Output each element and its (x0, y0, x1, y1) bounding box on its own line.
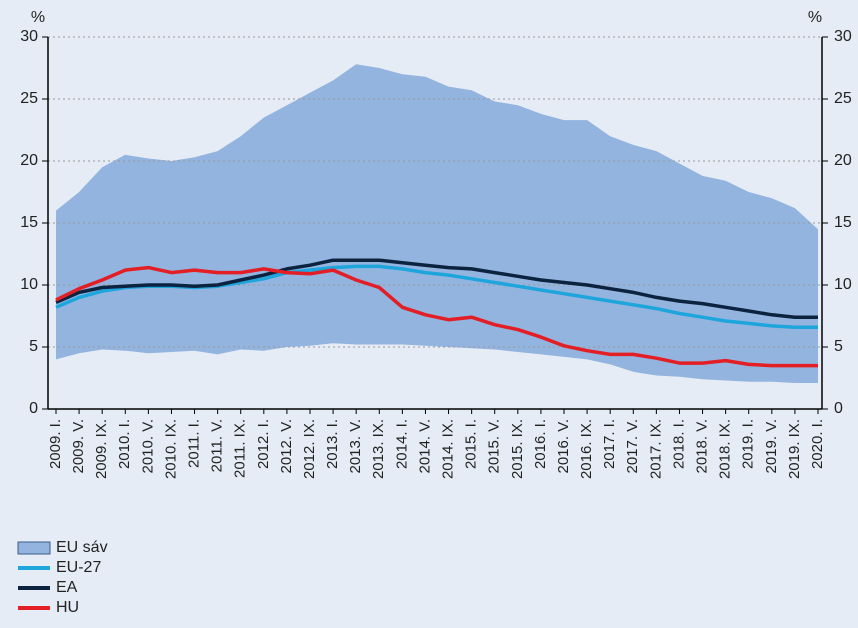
y2-tick-label: 30 (834, 28, 852, 45)
x-tick-label: 2016. IX. (578, 419, 595, 479)
y-tick-label: 30 (20, 28, 38, 45)
x-tick-label: 2019. IX. (786, 419, 803, 479)
y-tick-label: 20 (20, 152, 38, 169)
x-tick-label: 2017. IX. (647, 419, 664, 479)
y-tick-label: 25 (20, 90, 38, 107)
y2-tick-label: 10 (834, 276, 852, 293)
x-tick-label: 2014. I. (393, 419, 410, 469)
legend-label: EU sáv (56, 539, 108, 556)
y2-tick-label: 0 (834, 400, 843, 417)
x-tick-label: 2011. V. (209, 419, 226, 472)
y2-axis-unit: % (808, 9, 822, 26)
x-tick-label: 2009. I. (47, 419, 64, 469)
x-tick-label: 2009. IX. (93, 419, 110, 479)
x-tick-label: 2010. IX. (162, 419, 179, 479)
x-tick-label: 2012. IX. (301, 419, 318, 479)
x-tick-label: 2015. V. (486, 419, 503, 474)
legend-swatch (17, 541, 51, 555)
series-line (55, 258, 818, 319)
x-tick-label: 2010. I. (116, 419, 133, 469)
x-tick-label: 2012. I. (255, 419, 272, 469)
series-line (55, 265, 818, 368)
x-tick-label: 2018. IX. (717, 419, 734, 479)
x-tick-label: 2012. V. (278, 419, 295, 474)
x-tick-label: 2013. IX. (370, 419, 387, 479)
x-tick-label: 2018. V. (694, 419, 711, 474)
x-tick-label: 2013. V. (347, 419, 364, 474)
x-tick-label: 2014. V. (416, 419, 433, 474)
y2-tick-label: 20 (834, 152, 852, 169)
x-tick-label: 2016. V. (555, 419, 572, 474)
x-tick-label: 2017. V. (624, 419, 641, 474)
x-tick-label: 2009. V. (70, 419, 87, 474)
x-tick-label: 2011. I. (186, 419, 203, 468)
x-tick-label: 2016. I. (532, 419, 549, 469)
x-tick-label: 2018. I. (670, 419, 687, 469)
x-tick-label: 2019. I. (740, 419, 757, 469)
x-tick-label: 2010. V. (139, 419, 156, 474)
x-tick-label: 2015. IX. (509, 419, 526, 479)
legend-label: HU (56, 599, 79, 616)
y-tick-label: 10 (20, 276, 38, 293)
y2-tick-label: 5 (834, 338, 843, 355)
x-tick-label: 2014. IX. (440, 419, 457, 479)
y-tick-label: 0 (29, 400, 38, 417)
y-tick-label: 5 (29, 338, 38, 355)
x-tick-label: 2015. I. (463, 419, 480, 469)
y-tick-label: 15 (20, 214, 38, 231)
y2-tick-label: 15 (834, 214, 852, 231)
y2-tick-label: 25 (834, 90, 852, 107)
x-tick-label: 2013. I. (324, 419, 341, 469)
y-axis-unit: % (31, 9, 45, 26)
legend-label: EU-27 (56, 559, 101, 576)
band-area (56, 64, 818, 384)
x-tick-label: 2020. I. (809, 419, 826, 469)
x-tick-label: 2017. I. (601, 419, 618, 469)
legend-label: EA (56, 579, 78, 596)
x-tick-label: 2019. V. (763, 419, 780, 474)
x-tick-label: 2011. IX. (232, 419, 249, 478)
